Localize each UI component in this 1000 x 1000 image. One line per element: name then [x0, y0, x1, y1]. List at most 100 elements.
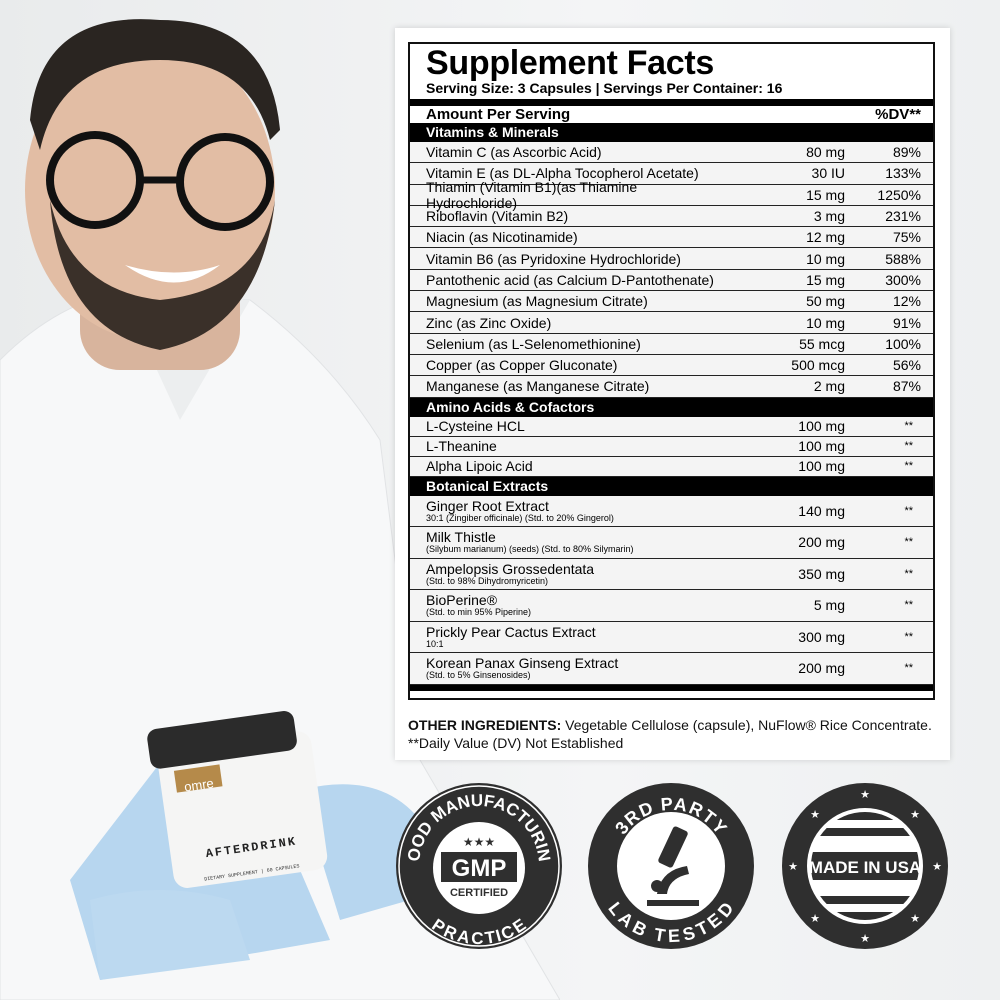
nutrient-amount: 5 mg: [813, 597, 845, 614]
nutrient-amount: 10 mg: [806, 250, 845, 267]
nutrient-dv: 588%: [885, 250, 921, 267]
nutrient-amount: 50 mg: [806, 293, 845, 310]
nutrient-name: Riboflavin (Vitamin B2): [426, 208, 569, 225]
nutrient-amount: 80 mg: [806, 144, 845, 161]
nutrient-name: Korean Panax Ginseng Extract: [426, 655, 619, 672]
nutrient-name: Vitamin C (as Ascorbic Acid): [426, 144, 602, 161]
lab-tested-badge: 3RD PARTY LAB TESTED: [588, 783, 754, 949]
nutrient-row: Pantothenic acid (as Calcium D-Pantothen…: [410, 269, 933, 292]
nutrient-name: Vitamin E (as DL-Alpha Tocopherol Acetat…: [426, 165, 699, 182]
nutrient-amount: 200 mg: [798, 534, 845, 551]
nutrient-name: Pantothenic acid (as Calcium D-Pantothen…: [426, 271, 714, 288]
nutrient-dv: 1250%: [877, 186, 921, 203]
divider: [410, 684, 933, 691]
column-header: Amount Per Serving %DV**: [426, 106, 921, 123]
nutrient-detail: (Silybum marianum) (seeds) (Std. to 80% …: [426, 544, 634, 555]
nutrient-dv: **: [904, 460, 913, 473]
nutrient-dv: 133%: [885, 165, 921, 182]
nutrient-amount: 55 mcg: [799, 335, 845, 352]
svg-text:MADE IN USA: MADE IN USA: [809, 858, 921, 877]
nutrient-amount: 100 mg: [798, 438, 845, 455]
nutrient-row: Riboflavin (Vitamin B2) 3 mg 231%: [410, 205, 933, 228]
nutrient-dv: **: [904, 420, 913, 433]
nutrient-row: Thiamin (Vitamin B1)(as Thiamine Hydroch…: [410, 179, 933, 211]
gmp-badge: GOOD MANUFACTURING PRACTICE ★★★ GMP CERT…: [395, 782, 562, 949]
nutrient-dv: **: [904, 440, 913, 453]
nutrient-amount: 200 mg: [798, 660, 845, 677]
footnote: **Daily Value (DV) Not Established: [408, 735, 624, 751]
nutrient-row: Prickly Pear Cactus Extract 10:1 300 mg **: [410, 621, 933, 654]
svg-text:★: ★: [932, 861, 942, 873]
nutrient-detail: (Std. to 5% Ginsenosides): [426, 670, 531, 681]
nutrient-dv: **: [904, 662, 913, 675]
nutrient-row: Magnesium (as Magnesium Citrate) 50 mg 12%: [410, 291, 933, 313]
star-icon: ★ ★ ★ ★ ★ ★ ★ ★: [788, 789, 942, 945]
microscope-icon: [647, 826, 699, 906]
facts-title: Supplement Facts: [426, 44, 715, 82]
nutrient-row: Vitamin C (as Ascorbic Acid) 80 mg 89%: [410, 142, 933, 164]
nutrient-amount: 100 mg: [798, 458, 845, 475]
nutrient-amount: 350 mg: [798, 565, 845, 582]
nutrient-row: Ginger Root Extract 30:1 (Zingiber offici…: [410, 495, 933, 528]
nutrient-name: Ginger Root Extract: [426, 497, 549, 514]
nutrient-name: Thiamin (Vitamin B1)(as Thiamine Hydroch…: [426, 178, 638, 211]
nutrient-amount: 100 mg: [798, 418, 845, 435]
nutrient-row: Alpha Lipoic Acid 100 mg **: [410, 456, 933, 477]
svg-text:★: ★: [788, 861, 798, 873]
svg-text:★: ★: [810, 809, 820, 821]
svg-text:CERTIFIED: CERTIFIED: [450, 887, 508, 899]
nutrient-row: Zinc (as Zinc Oxide) 10 mg 91%: [410, 312, 933, 334]
nutrient-dv: 231%: [885, 208, 921, 225]
nutrient-amount: 15 mg: [806, 186, 845, 203]
nutrient-amount: 3 mg: [813, 208, 845, 225]
nutrient-detail: (Std. to min 95% Piperine): [426, 607, 532, 618]
nutrient-name: Niacin (as Nicotinamide): [426, 229, 578, 246]
svg-text:★: ★: [810, 913, 820, 925]
nutrient-detail: (Std. to 98% Dihydromyricetin): [426, 575, 549, 586]
nutrient-amount: 15 mg: [806, 271, 845, 288]
nutrient-row: Vitamin E (as DL-Alpha Tocopherol Acetat…: [410, 163, 933, 185]
brand-logo: omre: [183, 775, 214, 794]
nutrient-dv: 91%: [892, 314, 921, 331]
nutrient-amount: 140 mg: [798, 502, 845, 519]
nutrient-row: Vitamin B6 (as Pyridoxine Hydrochloride)…: [410, 248, 933, 270]
nutrient-dv: **: [904, 630, 913, 643]
nutrient-dv: 87%: [892, 378, 921, 395]
nutrient-dv: 12%: [892, 293, 921, 310]
serving-info: Serving Size: 3 Capsules | Servings Per …: [426, 80, 783, 96]
section-header: Botanical Extracts: [410, 476, 933, 496]
nutrient-row: Selenium (as L-Selenomethionine) 55 mcg 10…: [410, 333, 933, 355]
nutrient-row: Manganese (as Manganese Citrate) 2 mg 87%: [410, 376, 933, 398]
nutrient-amount: 30 IU: [811, 165, 845, 182]
star-icon: ★★★: [463, 835, 495, 849]
nutrient-row: BioPerine® (Std. to min 95% Piperine) 5 mg…: [410, 590, 933, 622]
nutrient-row: Copper (as Copper Gluconate) 500 mcg 56%: [410, 354, 933, 377]
divider: [410, 99, 933, 106]
section-header: Amino Acids & Cofactors: [410, 397, 933, 417]
other-ingredients: OTHER INGREDIENTS: Vegetable Cellulose (…: [408, 717, 932, 751]
nutrient-amount: 2 mg: [813, 378, 845, 395]
nutrient-name: Ampelopsis Grossedentata: [426, 560, 595, 577]
nutrient-name: BioPerine®: [426, 592, 498, 609]
nutrient-dv: 100%: [885, 335, 921, 352]
nutrient-name: Magnesium (as Magnesium Citrate): [426, 293, 648, 310]
svg-text:GMP: GMP: [452, 855, 507, 882]
nutrient-row: Milk Thistle (Silybum marianum) (seeds) (…: [410, 527, 933, 559]
supplement-jar: omre AFTERDRINK DIETARY SUPPLEMENT | 60 …: [147, 711, 328, 888]
nutrient-name: Manganese (as Manganese Citrate): [426, 378, 650, 395]
nutrient-dv: 56%: [892, 357, 921, 374]
nutrient-row: Korean Panax Ginseng Extract (Std. to 5% …: [410, 653, 933, 685]
svg-text:★: ★: [910, 809, 920, 821]
nutrient-dv: 89%: [892, 144, 921, 161]
nutrient-amount: 500 mcg: [791, 357, 845, 374]
svg-text:★: ★: [860, 789, 870, 801]
nutrient-dv: **: [904, 567, 913, 580]
nutrient-name: L-Theanine: [426, 438, 497, 455]
nutrient-name: L-Cysteine HCL: [426, 418, 525, 435]
nutrient-row: L-Theanine 100 mg **: [410, 436, 933, 457]
svg-text:★: ★: [860, 933, 870, 945]
supplement-facts-panel: Supplement Facts Serving Size: 3 Capsule…: [395, 28, 950, 760]
nutrient-amount: 12 mg: [806, 229, 845, 246]
nutrient-name: Zinc (as Zinc Oxide): [426, 314, 552, 331]
nutrient-detail: 10:1: [426, 638, 444, 649]
